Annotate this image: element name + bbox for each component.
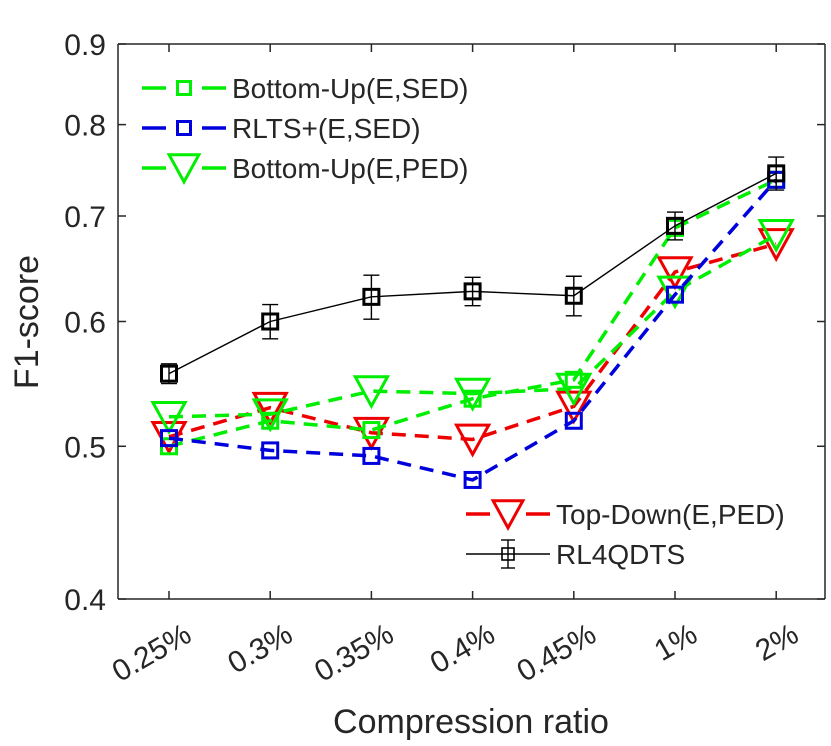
data-point xyxy=(362,446,381,465)
data-point xyxy=(757,219,795,253)
legend-entry-top-down-e-ped: Top-Down(E,PED) xyxy=(466,499,785,531)
y-tick-label: 0.8 xyxy=(64,110,106,143)
y-axis-label: F1-score xyxy=(8,255,46,389)
data-point xyxy=(564,411,583,430)
data-point xyxy=(463,282,482,301)
legend-entry-bottom-up-e-ped: Bottom-Up(E,PED) xyxy=(142,153,469,185)
series-rl4qdts xyxy=(160,156,786,385)
data-point xyxy=(555,372,593,407)
data-point xyxy=(160,364,178,383)
series-line xyxy=(168,178,778,482)
data-point xyxy=(251,398,289,433)
y-tick-label: 0.6 xyxy=(64,307,106,340)
data-point xyxy=(656,256,694,291)
legend-entry-rlts-e-sed: RLTS+(E,SED) xyxy=(142,113,421,144)
data-point xyxy=(453,423,492,458)
data-point xyxy=(463,470,482,489)
data-point xyxy=(757,228,795,263)
legend-entry-bottom-up-e-sed: Bottom-Up(E,SED) xyxy=(142,73,469,104)
legend-marker xyxy=(176,120,192,136)
legend-label: Top-Down(E,PED) xyxy=(556,499,785,530)
legend-marker xyxy=(501,547,515,561)
series-line xyxy=(168,242,777,442)
data-point xyxy=(564,286,583,305)
data-point xyxy=(150,401,188,435)
data-point xyxy=(261,441,280,460)
data-point xyxy=(453,377,492,412)
y-tick-label: 0.4 xyxy=(64,584,106,617)
series-line xyxy=(168,178,777,448)
legend-label: Bottom-Up(E,SED) xyxy=(232,73,469,104)
series-layer xyxy=(150,156,795,489)
y-tick-label: 0.5 xyxy=(64,431,106,464)
legend-marker xyxy=(166,153,202,185)
data-point xyxy=(160,429,178,448)
legend-marker xyxy=(176,80,192,96)
data-point xyxy=(767,164,786,183)
data-point xyxy=(261,312,280,331)
data-point xyxy=(251,391,289,426)
legends: Bottom-Up(E,SED) RLTS+(E,SED) Bottom-Up(E,… xyxy=(142,73,785,570)
legend-label: RL4QDTS xyxy=(556,539,685,570)
series-top-down-e-ped xyxy=(150,228,795,458)
y-tick-label: 0.7 xyxy=(64,201,106,234)
legend-label: Bottom-Up(E,PED) xyxy=(232,153,469,184)
plot-area xyxy=(118,44,825,599)
legend-marker xyxy=(490,499,526,531)
data-point xyxy=(352,375,391,410)
data-point xyxy=(555,390,593,425)
legend-label: RLTS+(E,SED) xyxy=(232,113,421,144)
data-point xyxy=(362,287,381,306)
legend-top-left: Bottom-Up(E,SED) RLTS+(E,SED) Bottom-Up(E,… xyxy=(142,73,469,185)
data-point xyxy=(362,421,381,440)
legend-entry-rl4qdts: RL4QDTS xyxy=(466,539,685,570)
x-axis-label: Compression ratio xyxy=(333,703,609,741)
legend-bottom-right: Top-Down(E,PED) RL4QDTS xyxy=(466,499,785,570)
series-line xyxy=(168,233,778,419)
y-tick-label: 0.9 xyxy=(64,29,106,62)
data-point xyxy=(666,285,684,304)
data-point xyxy=(666,216,684,235)
